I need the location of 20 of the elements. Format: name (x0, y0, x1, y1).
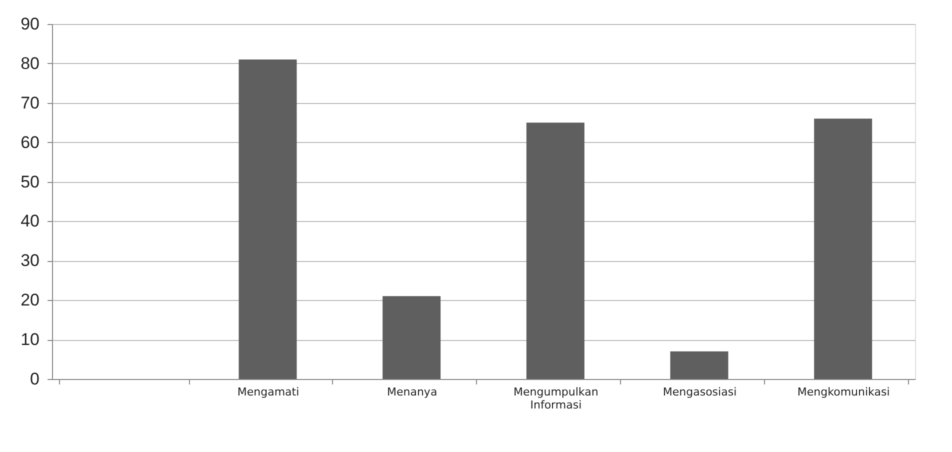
y-tick-label: 60 (20, 132, 40, 152)
bar (670, 351, 728, 379)
x-tick-label: Mengumpulkan Informasi (514, 386, 598, 412)
x-tick-label: Mengasosiasi (662, 386, 737, 398)
y-tick-label: 90 (20, 14, 40, 34)
y-tick-label: 50 (20, 172, 40, 192)
bar (814, 118, 872, 379)
y-tick-label: 0 (30, 370, 40, 388)
y-tick-label: 20 (20, 290, 40, 310)
x-tick-label: Mengkomunikasi (797, 386, 890, 398)
x-tick-label: Mengamati (237, 386, 300, 398)
bar (238, 60, 297, 379)
y-tick-label: 70 (20, 93, 40, 112)
y-tick-label: 80 (20, 54, 40, 73)
y-tick-label: 30 (20, 251, 40, 270)
bar (382, 296, 441, 379)
y-tick-label: 40 (20, 212, 40, 231)
y-tick-label: 10 (20, 330, 40, 350)
x-tick-label: Menanya (386, 386, 438, 398)
bar (526, 122, 584, 379)
